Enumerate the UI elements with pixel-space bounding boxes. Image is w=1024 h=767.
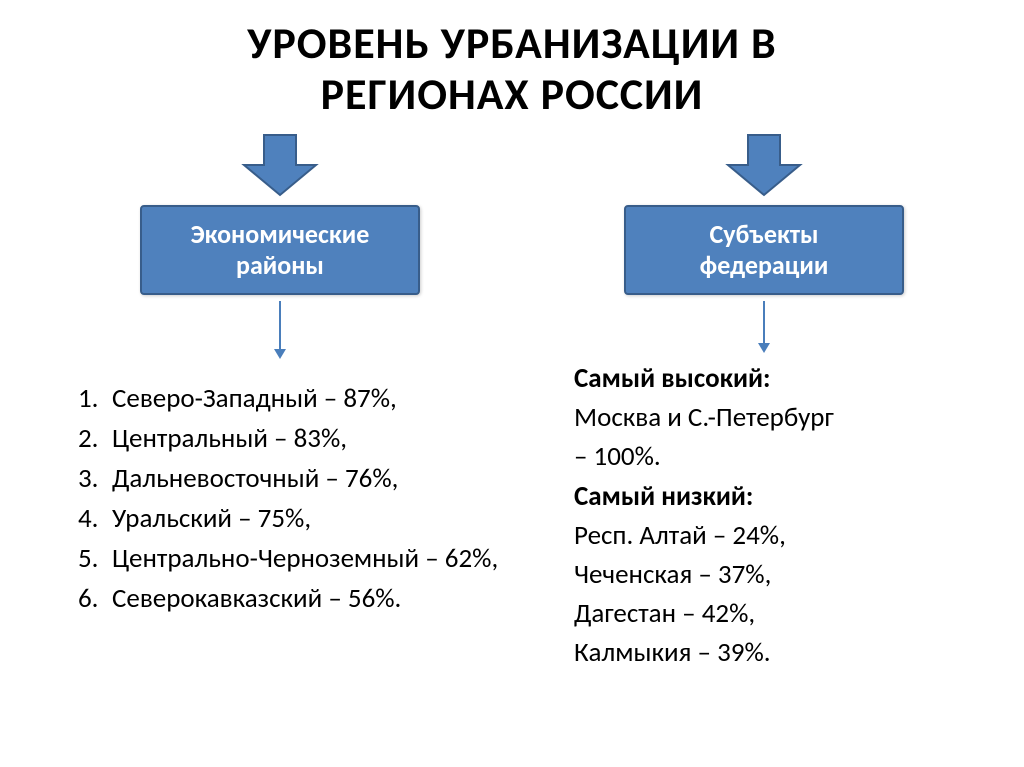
right-column: Субъекты федерации Самый высокий: Москва… [564, 129, 964, 672]
thin-arrow-icon [754, 301, 774, 355]
highest-text-2: – 100%. [574, 437, 964, 476]
economic-regions-list: 1. Северо-Западный – 87%, 2. Центральный… [60, 379, 500, 619]
slide-title: УРОВЕНЬ УРБАНИЗАЦИИ В РЕГИОНАХ РОССИИ [0, 0, 1024, 119]
title-line-1: УРОВЕНЬ УРБАНИЗАЦИИ В [0, 18, 1024, 69]
lowest-label: Самый низкий: [574, 477, 964, 516]
arrow-down-icon [724, 133, 804, 197]
lowest-line: Дагестан – 42%, [574, 594, 964, 633]
list-item: 6. Северокавказский – 56%. [78, 579, 500, 619]
box-federal-subjects: Субъекты федерации [624, 205, 904, 295]
arrow-down-icon [240, 133, 320, 197]
highest-text-1: Москва и С.-Петербург [574, 398, 964, 437]
list-item: 1. Северо-Западный – 87%, [78, 379, 500, 419]
lowest-line: Чеченская – 37%, [574, 555, 964, 594]
lowest-line: Респ. Алтай – 24%, [574, 516, 964, 555]
list-item: 3. Дальневосточный – 76%, [78, 459, 500, 499]
list-item: 5. Центрально-Черноземный – 62%, [78, 539, 500, 579]
box-right-line2: федерации [700, 250, 829, 281]
thin-arrow-icon [270, 301, 290, 361]
box-right-line1: Субъекты [700, 219, 829, 250]
box-left-line2: районы [191, 250, 370, 281]
list-item: 2. Центральный – 83%, [78, 419, 500, 459]
box-left-line1: Экономические [191, 219, 370, 250]
title-line-2: РЕГИОНАХ РОССИИ [0, 69, 1024, 120]
columns-container: Экономические районы 1. Северо-Западный … [0, 129, 1024, 672]
left-column: Экономические районы 1. Северо-Западный … [60, 129, 500, 672]
list-item: 4. Уральский – 75%, [78, 499, 500, 539]
box-economic-regions: Экономические районы [140, 205, 420, 295]
lowest-line: Калмыкия – 39%. [574, 633, 964, 672]
highest-label: Самый высокий: [574, 359, 964, 398]
federal-subjects-block: Самый высокий: Москва и С.-Петербург – 1… [564, 359, 964, 672]
